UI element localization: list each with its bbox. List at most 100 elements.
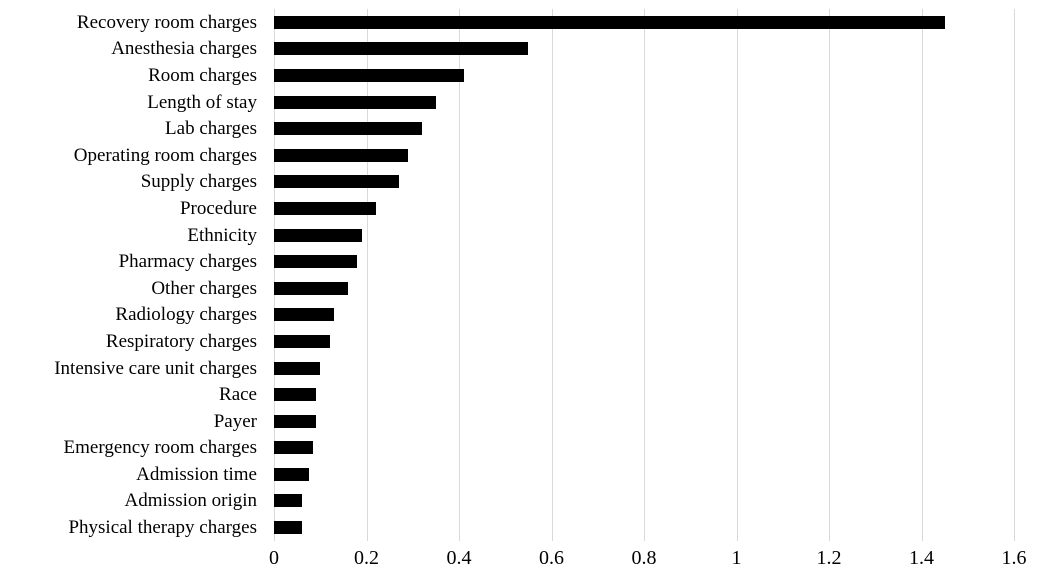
chart-row: Length of stay	[0, 89, 1014, 116]
bar-track	[274, 115, 1014, 142]
gridline-1	[736, 9, 738, 541]
category-label: Emergency room charges	[63, 437, 257, 459]
category-label: Intensive care unit charges	[54, 357, 257, 379]
bar	[274, 122, 422, 136]
bar	[274, 15, 945, 29]
bar-track	[274, 169, 1014, 196]
bar	[274, 68, 464, 82]
bar	[274, 414, 316, 428]
chart-row: Lab charges	[0, 115, 1014, 142]
bar	[274, 95, 436, 109]
bar-track	[274, 461, 1014, 488]
bar	[274, 42, 529, 56]
gridline-0	[274, 9, 275, 541]
chart-row: Pharmacy charges	[0, 248, 1014, 275]
chart-row: Anesthesia charges	[0, 36, 1014, 63]
bar	[274, 467, 309, 481]
chart-row: Radiology charges	[0, 302, 1014, 329]
category-label: Admission time	[136, 463, 257, 485]
chart-row: Emergency room charges	[0, 435, 1014, 462]
bar-track	[274, 488, 1014, 515]
bar-track	[274, 328, 1014, 355]
gridline-0.8	[644, 9, 645, 541]
bar	[274, 175, 399, 189]
bar	[274, 308, 335, 322]
bar	[274, 388, 316, 402]
bar	[274, 494, 302, 508]
bar-track	[274, 302, 1014, 329]
category-label: Ethnicity	[187, 224, 257, 246]
bar-track	[274, 408, 1014, 435]
chart-row: Physical therapy charges	[0, 514, 1014, 541]
x-tick-label: 0.2	[354, 547, 379, 569]
gridline-1.2	[829, 9, 830, 541]
category-label: Supply charges	[140, 171, 257, 193]
category-label: Room charges	[148, 64, 257, 86]
chart-row: Admission origin	[0, 488, 1014, 515]
category-label: Operating room charges	[73, 144, 257, 166]
category-label: Length of stay	[147, 91, 257, 113]
bar-track	[274, 435, 1014, 462]
category-label: Recovery room charges	[76, 11, 257, 33]
x-tick-label: 0.4	[446, 547, 472, 569]
chart-row: Ethnicity	[0, 222, 1014, 249]
chart-row: Payer	[0, 408, 1014, 435]
x-tick-label: 0.8	[631, 547, 657, 569]
bar-track	[274, 36, 1014, 63]
x-tick-label: 1.2	[816, 547, 842, 569]
gridline-1.4	[921, 9, 923, 541]
x-tick-label: 0	[269, 547, 279, 569]
x-axis: 0 0.2 0.4 0.6 0.8 1 1.2 1.4 1.6	[269, 547, 1027, 576]
bar	[274, 361, 321, 375]
bar-track	[274, 9, 1014, 36]
category-label: Lab charges	[165, 118, 257, 140]
chart-row: Supply charges	[0, 169, 1014, 196]
chart-row: Recovery room charges	[0, 9, 1014, 36]
bar	[274, 201, 376, 215]
category-label: Other charges	[151, 277, 257, 299]
category-label: Payer	[213, 410, 257, 432]
x-tick-label: 0.6	[539, 547, 564, 569]
bar	[274, 441, 314, 455]
bar	[274, 281, 348, 295]
chart-row: Room charges	[0, 62, 1014, 89]
bar-track	[274, 355, 1014, 382]
x-tick-label: 1	[731, 547, 742, 569]
bar-track	[274, 381, 1014, 408]
chart-row: Operating room charges	[0, 142, 1014, 169]
bar-track	[274, 248, 1014, 275]
bar-track	[274, 89, 1014, 116]
category-label: Radiology charges	[115, 304, 257, 326]
bar	[274, 228, 362, 242]
x-tick-label: 1.4	[909, 547, 934, 569]
bar-track	[274, 222, 1014, 249]
bar-track	[274, 514, 1014, 541]
gridline-0.2	[366, 9, 368, 541]
chart-row: Respiratory charges	[0, 328, 1014, 355]
gridline-1.6	[1014, 9, 1015, 541]
bar-track	[274, 142, 1014, 169]
chart-row: Intensive care unit charges	[0, 355, 1014, 382]
bar	[274, 255, 358, 269]
category-label: Anesthesia charges	[111, 38, 257, 60]
category-label: Procedure	[179, 197, 257, 219]
gridlines	[274, 9, 1015, 541]
bar-track	[274, 195, 1014, 222]
bar	[274, 148, 409, 162]
category-label: Physical therapy charges	[68, 517, 257, 539]
chart-rows: Recovery room charges Anesthesia charges R…	[0, 9, 1014, 541]
chart-row: Race	[0, 381, 1014, 408]
category-label: Respiratory charges	[105, 330, 257, 352]
x-tick-label: 1.6	[1001, 547, 1027, 569]
bar-track	[274, 275, 1014, 302]
chart-row: Admission time	[0, 461, 1014, 488]
gridline-0.6	[551, 9, 553, 541]
bar	[274, 521, 302, 535]
category-label: Race	[219, 384, 257, 406]
category-label: Admission origin	[124, 490, 257, 512]
bar	[274, 334, 330, 348]
bar-track	[274, 62, 1014, 89]
category-label: Pharmacy charges	[118, 251, 257, 273]
chart-row: Other charges	[0, 275, 1014, 302]
